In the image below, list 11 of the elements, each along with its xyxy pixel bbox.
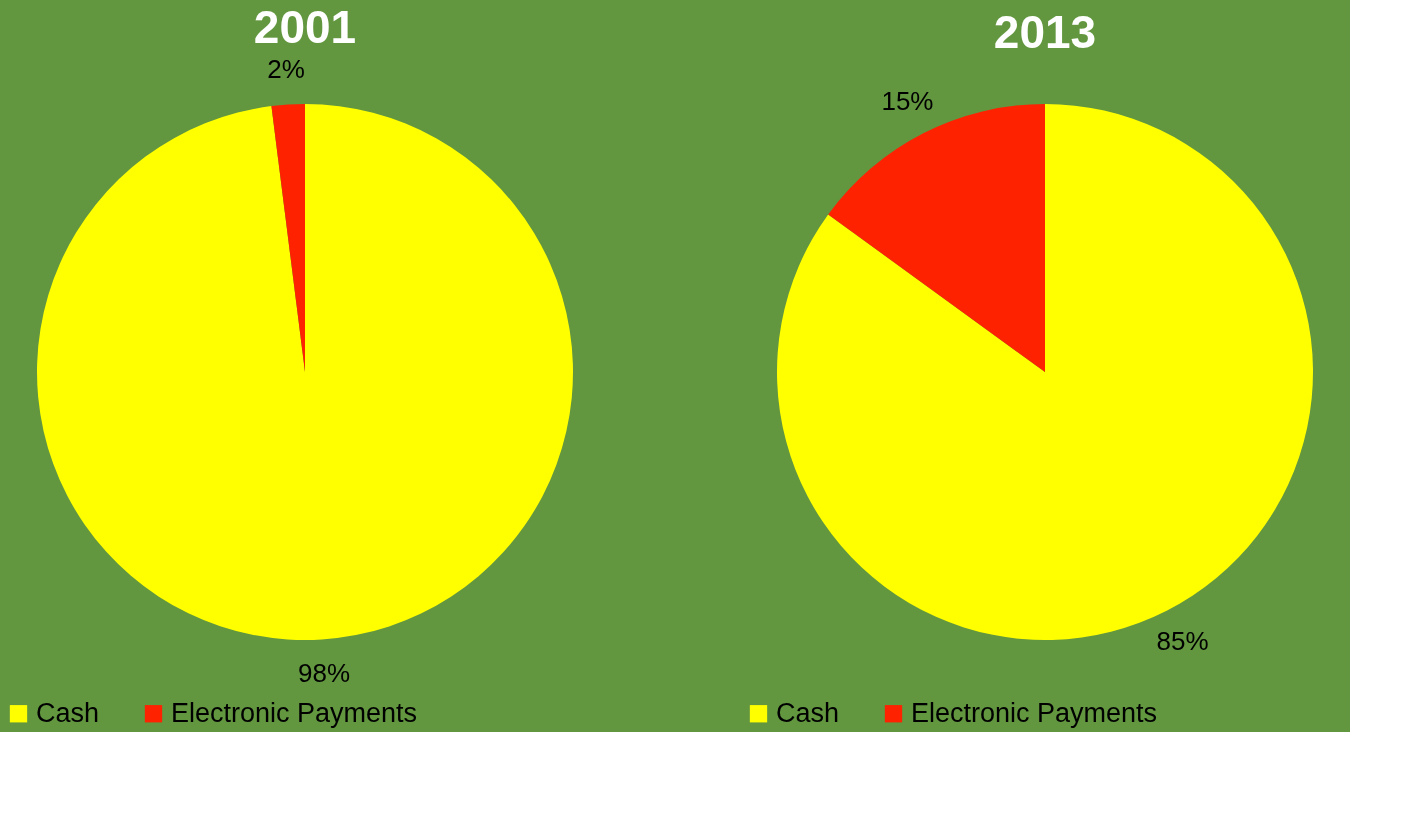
data-label: 2% — [267, 53, 305, 84]
legend-label: Electronic Payments — [911, 697, 1158, 728]
data-label: 85% — [1156, 625, 1209, 656]
pie-slice — [37, 104, 573, 640]
data-label: 98% — [298, 658, 351, 689]
chart-title: 2013 — [993, 6, 1097, 58]
data-label: 15% — [881, 86, 934, 117]
chart-title: 2001 — [253, 0, 357, 53]
legend-label: Electronic Payments — [171, 697, 418, 728]
legend-label: Cash — [36, 697, 100, 728]
legend-label: Cash — [776, 697, 840, 728]
